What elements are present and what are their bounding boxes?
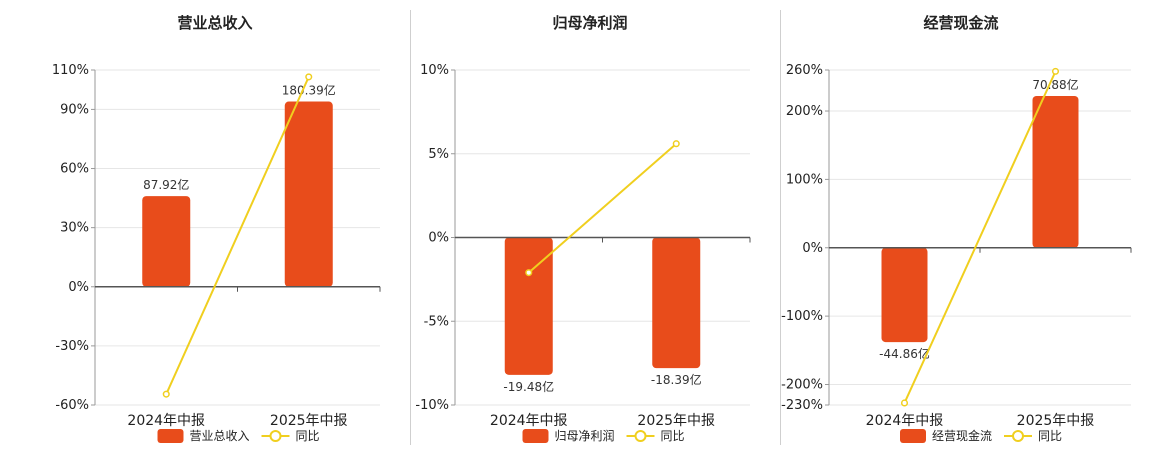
- panel-divider: [780, 10, 781, 445]
- y-tick-label: -60%: [55, 398, 89, 413]
- bar-data-label: 180.39亿: [282, 83, 336, 98]
- y-tick-label: 60%: [60, 162, 89, 177]
- line-point: [900, 399, 909, 407]
- legend-line-marker: [269, 430, 282, 442]
- bar: [504, 237, 553, 375]
- bar-data-label: -44.86亿: [879, 346, 930, 361]
- chart-panel-net-profit: 归母净利润 -10% -5% 0% 5% 10% -19.48亿 -18.39亿 2024年中…: [405, 0, 775, 450]
- legend-bar-label: 经营现金流: [932, 428, 992, 443]
- legend-bar-label: 营业总收入: [190, 429, 250, 443]
- legend-line-label: 同比: [296, 429, 320, 443]
- x-category-label: 2025年中报: [1017, 413, 1095, 429]
- chart-title: 归母净利润: [552, 14, 628, 32]
- y-tick-label: -5%: [424, 314, 449, 329]
- line-series: [903, 70, 1057, 404]
- y-tick-label: 90%: [60, 102, 89, 117]
- bar: [284, 101, 333, 287]
- line-point: [525, 269, 533, 277]
- y-tick-label: 200%: [786, 104, 823, 119]
- y-tick-label: -10%: [415, 398, 449, 413]
- panel-divider: [410, 10, 411, 445]
- y-tick-label: -200%: [781, 377, 823, 392]
- y-tick-label: 110%: [52, 63, 89, 78]
- chart-panel-revenue: 营业总收入 -60% -30% 0% 30% 60% 90% 110% 87.92亿 180.3…: [30, 0, 400, 450]
- legend-bar-swatch: [900, 429, 926, 443]
- x-category-label: 2024年中报: [127, 413, 205, 429]
- bar-data-label: -19.48亿: [503, 379, 554, 394]
- legend-bar-swatch: [157, 429, 184, 443]
- y-tick-label: -100%: [781, 309, 823, 324]
- y-tick-label: 30%: [60, 221, 89, 236]
- y-tick-label: 0%: [802, 241, 823, 256]
- chart-title: 营业总收入: [177, 14, 253, 32]
- x-category-label: 2025年中报: [637, 413, 715, 429]
- chart-title: 经营现金流: [923, 14, 999, 32]
- y-tick-label: -30%: [55, 339, 89, 354]
- bar: [881, 247, 928, 343]
- bar: [142, 196, 191, 287]
- chart-svg: -230% -200% -100% 0% 100% 200% 260% -44.86亿 70.8…: [781, 63, 1132, 443]
- chart-panel-cashflow: 经营现金流 -230% -200% -100% 0% 100% 200% 260% -44.8…: [776, 0, 1146, 450]
- bar-data-label: 87.92亿: [143, 177, 189, 192]
- chart-svg: -10% -5% 0% 5% 10% -19.48亿 -18.39亿 2024年中报 2025年…: [415, 63, 751, 443]
- line-point: [672, 140, 680, 148]
- line-point: [1051, 67, 1060, 75]
- x-category-label: 2024年中报: [866, 413, 944, 429]
- bar: [1032, 95, 1079, 248]
- y-tick-label: 10%: [420, 63, 449, 78]
- bar: [652, 237, 701, 369]
- legend-bar-swatch: [522, 429, 549, 443]
- bar-data-label: -18.39亿: [651, 372, 702, 387]
- chart-svg: -60% -30% 0% 30% 60% 90% 110% 87.92亿 180.39亿 2024…: [52, 63, 381, 443]
- line-series: [165, 76, 310, 395]
- y-tick-label: 260%: [786, 63, 823, 78]
- line-point: [162, 390, 170, 398]
- x-category-label: 2025年中报: [270, 413, 348, 429]
- legend-line-label: 同比: [1038, 429, 1062, 443]
- x-category-label: 2024年中报: [490, 413, 568, 429]
- line-point: [305, 73, 313, 81]
- y-tick-label: 0%: [68, 280, 89, 295]
- legend-bar-label: 归母净利润: [555, 429, 615, 443]
- y-tick-label: 0%: [428, 231, 449, 246]
- bar-data-label: 70.88亿: [1032, 77, 1078, 92]
- legend-line-label: 同比: [661, 429, 685, 443]
- y-tick-label: -230%: [781, 398, 823, 413]
- y-tick-label: 5%: [428, 147, 449, 162]
- legend-line-marker: [1012, 430, 1024, 442]
- y-tick-label: 100%: [786, 172, 823, 187]
- legend-line-marker: [634, 430, 647, 442]
- line-series: [528, 142, 677, 274]
